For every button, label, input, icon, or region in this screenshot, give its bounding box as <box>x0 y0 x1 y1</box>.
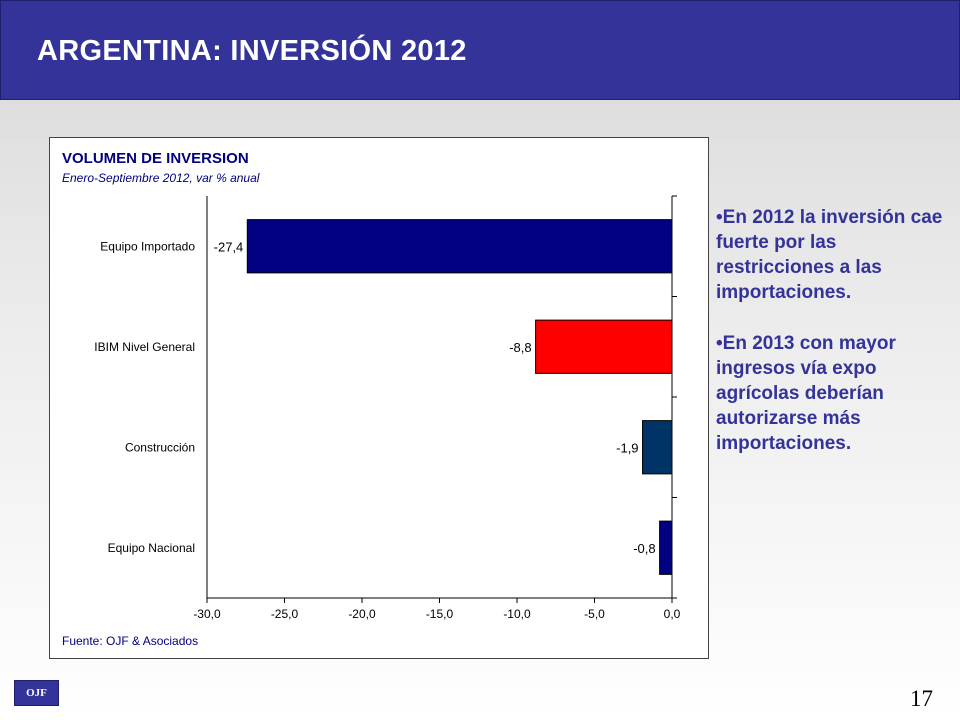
x-tick-label: 0,0 <box>664 607 681 621</box>
bullet-list: •En 2012 la inversión cae fuerte por las… <box>716 205 956 482</box>
value-label: -0,8 <box>633 541 655 556</box>
x-tick-label: -25,0 <box>271 607 299 621</box>
x-tick-label: -5,0 <box>584 607 605 621</box>
chart-panel: VOLUMEN DE INVERSION Enero-Septiembre 20… <box>49 137 709 659</box>
page-number: 17 <box>910 686 933 711</box>
chart-subtitle: Enero-Septiembre 2012, var % anual <box>62 171 260 185</box>
bar <box>535 319 673 374</box>
category-label: Construcción <box>125 440 195 454</box>
value-label: -8,8 <box>509 340 531 355</box>
bullet-point: •En 2012 la inversión cae fuerte por las… <box>716 207 943 303</box>
x-tick-label: -10,0 <box>503 607 531 621</box>
bar <box>642 420 673 475</box>
bar-chart: -30,0 -25,0 -20,0 -15,0 -10,0 -5,0 0,0 Equipo I… <box>94 195 681 621</box>
bullet-point: •En 2013 con mayor ingresos vía expo agr… <box>716 333 896 454</box>
category-label: Equipo Importado <box>100 239 195 253</box>
title-banner: ARGENTINA: INVERSIÓN 2012 <box>0 0 960 100</box>
bar <box>659 520 673 575</box>
chart-title: VOLUMEN DE INVERSION <box>62 150 249 167</box>
x-tick-label: -30,0 <box>193 607 221 621</box>
value-label: -27,4 <box>214 239 244 254</box>
ojf-logo: OJF <box>14 680 59 706</box>
chart-source: Fuente: OJF & Asociados <box>62 634 199 648</box>
value-label: -1,9 <box>616 440 638 455</box>
x-tick-label: -20,0 <box>348 607 376 621</box>
category-label: IBIM Nivel General <box>94 340 195 354</box>
slide-title: ARGENTINA: INVERSIÓN 2012 <box>37 35 467 67</box>
category-label: Equipo Nacional <box>108 541 195 555</box>
bar <box>246 219 673 274</box>
x-tick-label: -15,0 <box>426 607 454 621</box>
